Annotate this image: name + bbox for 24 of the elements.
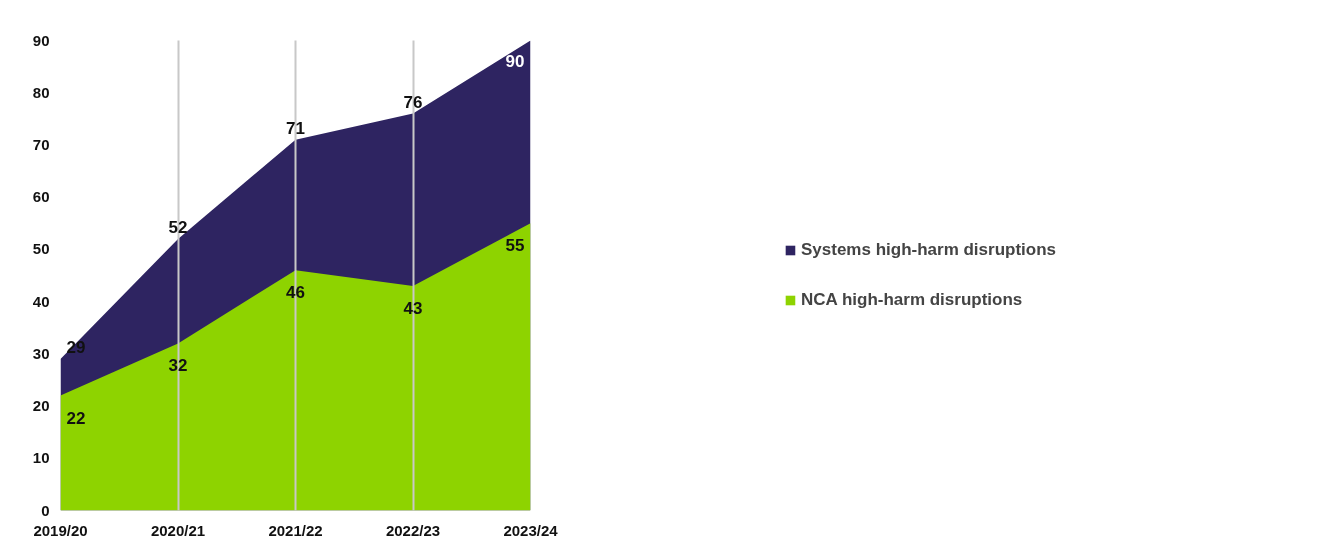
y-tick-label: 30 (32, 344, 50, 362)
data-label: 29 (66, 338, 86, 358)
y-tick-label: 90 (32, 31, 50, 49)
data-label: 55 (505, 236, 525, 256)
x-tick-label: 2020/21 (150, 521, 206, 539)
data-label: 71 (286, 118, 305, 138)
legend-label: Systems high-harm disruptions (800, 240, 1057, 260)
x-tick-label: 2019/20 (33, 521, 88, 539)
data-label: 90 (505, 51, 525, 71)
x-tick-label: 2022/23 (385, 521, 441, 539)
y-tick-label: 60 (32, 188, 50, 206)
y-tick-label: 0 (41, 501, 50, 519)
data-label: 52 (168, 217, 188, 237)
y-tick-label: 70 (32, 135, 50, 153)
y-tick-label: 20 (32, 397, 50, 415)
x-tick-label: 2023/24 (503, 521, 559, 539)
legend-label: NCA high-harm disruptions (800, 290, 1023, 310)
y-tick-label: 80 (32, 83, 50, 101)
y-tick-label: 40 (32, 292, 50, 310)
data-label: 22 (66, 408, 86, 428)
y-tick-label: 50 (32, 240, 50, 258)
data-label: 76 (403, 92, 423, 112)
y-tick-label: 10 (32, 449, 50, 467)
x-tick-label: 2021/22 (268, 521, 323, 539)
